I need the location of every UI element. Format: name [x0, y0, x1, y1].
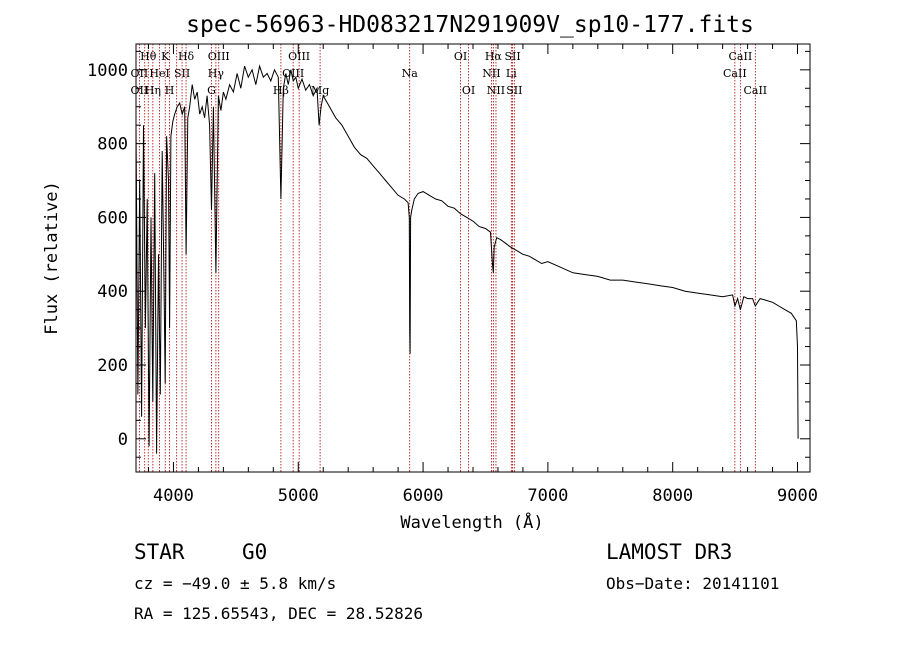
y-axis-label: Flux (relative) — [42, 181, 62, 335]
line-label: SII — [174, 67, 190, 80]
line-label: Hα — [485, 50, 503, 63]
line-label: OIII — [208, 50, 230, 63]
line-label: HeI — [149, 67, 169, 80]
line-label: Hθ — [140, 50, 157, 63]
plot-frame — [135, 43, 811, 473]
line-label: OI — [462, 84, 475, 97]
line-label: Na — [402, 67, 419, 80]
x-tick-label: 4000 — [153, 486, 194, 506]
spectrum-line — [135, 64, 799, 454]
x-tick-label: 8000 — [652, 486, 693, 506]
x-axis-label: Wavelength (Å) — [400, 511, 543, 533]
x-tick-labels: 4000 5000 6000 7000 8000 9000 — [153, 486, 818, 506]
line-label: SII — [504, 50, 520, 63]
line-label: Hβ — [273, 84, 289, 97]
survey-name: LAMOST DR3 — [606, 540, 732, 564]
line-label: OII — [131, 84, 149, 97]
line-markers — [138, 44, 756, 472]
object-class: STAR — [134, 540, 185, 564]
line-label: CaII — [729, 50, 753, 63]
y-tick-label: 1000 — [87, 61, 128, 81]
y-tick-label: 800 — [97, 135, 128, 155]
line-label: SII — [506, 84, 522, 97]
x-tick-label: 9000 — [777, 486, 818, 506]
line-label: K — [161, 50, 170, 63]
line-label: OIII — [282, 67, 304, 80]
line-label: Hγ — [208, 67, 225, 80]
x-tick-label: 7000 — [527, 486, 568, 506]
line-label: Hη — [145, 84, 161, 97]
line-label: H — [165, 84, 175, 97]
line-label: Li — [506, 67, 517, 80]
redshift-cz: cz = −49.0 ± 5.8 km/s — [134, 574, 336, 593]
object-subclass: G0 — [242, 540, 267, 564]
line-label: CaII — [743, 84, 767, 97]
x-tick-label: 6000 — [403, 486, 444, 506]
line-label: OI — [454, 50, 467, 63]
y-tick-label: 200 — [97, 356, 128, 376]
axis-ticks — [136, 44, 810, 472]
obs-date: Obs−Date: 20141101 — [606, 574, 779, 593]
line-label: OIII — [288, 50, 310, 63]
chart-title: spec-56963-HD083217N291909V_sp10-177.fit… — [186, 12, 754, 38]
line-label: NII — [487, 84, 505, 97]
line-label: NII — [482, 67, 500, 80]
y-tick-label: 400 — [97, 282, 128, 302]
line-label: Mg — [311, 84, 329, 97]
line-label: Hδ — [178, 50, 195, 63]
x-tick-label: 5000 — [278, 486, 319, 506]
ra-dec: RA = 125.65543, DEC = 28.52826 — [134, 604, 423, 623]
line-label: CaII — [723, 67, 747, 80]
y-tick-label: 0 — [118, 430, 128, 450]
line-label: G — [207, 84, 216, 97]
y-tick-label: 600 — [97, 208, 128, 228]
y-tick-labels: 0 200 400 600 800 1000 — [87, 61, 128, 450]
line-label: OII — [131, 67, 149, 80]
